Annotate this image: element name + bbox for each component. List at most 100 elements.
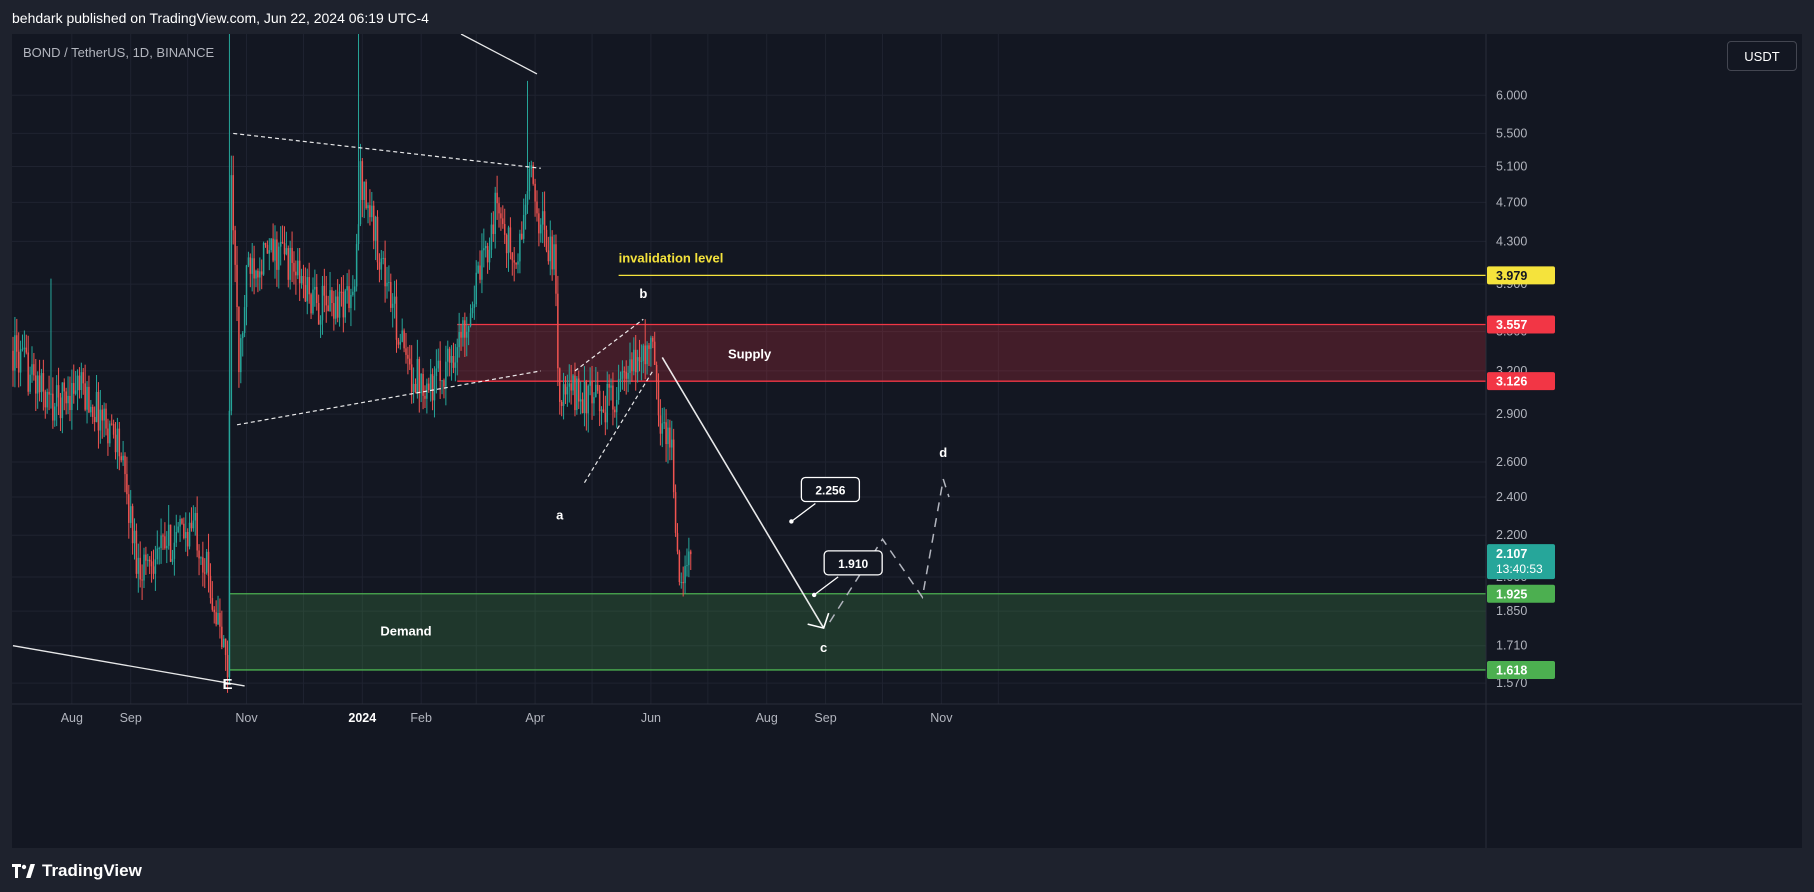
candle [663,407,665,430]
candle-body [672,439,675,493]
candle-body [359,161,362,225]
candle-body [73,383,75,394]
candle [583,366,586,427]
candle-body [623,371,626,373]
candle-body [188,522,191,547]
tradingview-logo[interactable]: TradingView [12,861,142,881]
candle-body [175,531,178,543]
candle-body [36,375,39,394]
candle [388,265,390,292]
candle-body [367,205,369,209]
candle [636,349,639,383]
candle [203,558,206,589]
candle-body [669,427,671,448]
candle [371,191,373,222]
candle [289,240,291,290]
candle [198,544,200,576]
candle-body [412,383,415,392]
candle-body [378,262,381,270]
candle [145,546,147,575]
time-tick-label: Nov [930,711,953,725]
candle-body [308,277,310,295]
candle [655,361,658,400]
candle [410,345,413,404]
candle [131,503,134,555]
candle [576,376,578,415]
candle-body [198,550,200,559]
candle-body [169,524,172,562]
candle [84,364,86,412]
candle-body [154,559,157,574]
candle [500,207,502,231]
symbol-title[interactable]: BOND / TetherUS, 1D, BINANCE [23,45,215,60]
candle-body [247,257,250,266]
candle [236,246,238,322]
candle-body [352,291,354,296]
candle [361,158,364,218]
candle-body [627,372,629,379]
candle-body [606,384,608,423]
candle [186,528,189,557]
candle-body [458,331,460,348]
candle [631,352,633,382]
candle [88,375,90,414]
candle [109,420,111,447]
candle [133,518,136,560]
candle [52,377,54,429]
candle [274,225,276,279]
candle [435,349,438,394]
candle-body [395,296,398,340]
callout-pointer [790,502,816,522]
candle [80,362,83,399]
candle-body [302,276,305,285]
candle-body [251,258,253,274]
candle-body [317,303,320,325]
candle-body [238,307,240,373]
candle-body [74,390,77,394]
candle [409,344,411,370]
candle [422,368,424,410]
candle-body [376,216,379,263]
time-tick-label: 2024 [348,711,376,725]
projection-arrowhead [807,612,830,630]
candlestick-chart[interactable]: 2.256 1.910 Ea b c d Supply Demand invalidation … [12,34,1802,848]
candle-body [494,192,496,234]
candle-body [686,565,688,567]
candle-body [564,384,567,395]
candle-body [634,349,637,373]
candle [551,230,553,281]
candle-body [279,242,282,247]
candle-body [382,257,384,259]
axis-price-label: 3.979 [1487,266,1555,285]
candle [262,241,265,276]
candle [674,484,677,537]
candle-body [676,532,679,552]
candle [251,243,253,292]
candle [107,418,109,456]
candle-body [105,408,107,429]
candle [183,517,185,540]
callout-value: 1.910 [838,557,868,571]
candle-body [559,368,561,402]
wave-label-b: b [639,286,647,301]
candle [526,80,529,214]
candle-body [14,335,16,371]
candle-body [688,551,690,566]
candle-body [131,506,134,544]
candle-body [52,393,54,421]
candle-body [633,349,635,372]
candle [112,419,115,439]
candle-body [403,330,405,349]
time-tick-label: Sep [814,711,836,725]
currency-button[interactable]: USDT [1727,41,1797,71]
candle-body [128,494,130,523]
candle-body [655,364,658,382]
candle-body [331,290,333,304]
candle-body [652,337,654,342]
candle [686,548,688,577]
candle [690,549,692,571]
demand-label: Demand [380,624,431,639]
candle-body [276,239,278,270]
candle-body [671,439,673,448]
